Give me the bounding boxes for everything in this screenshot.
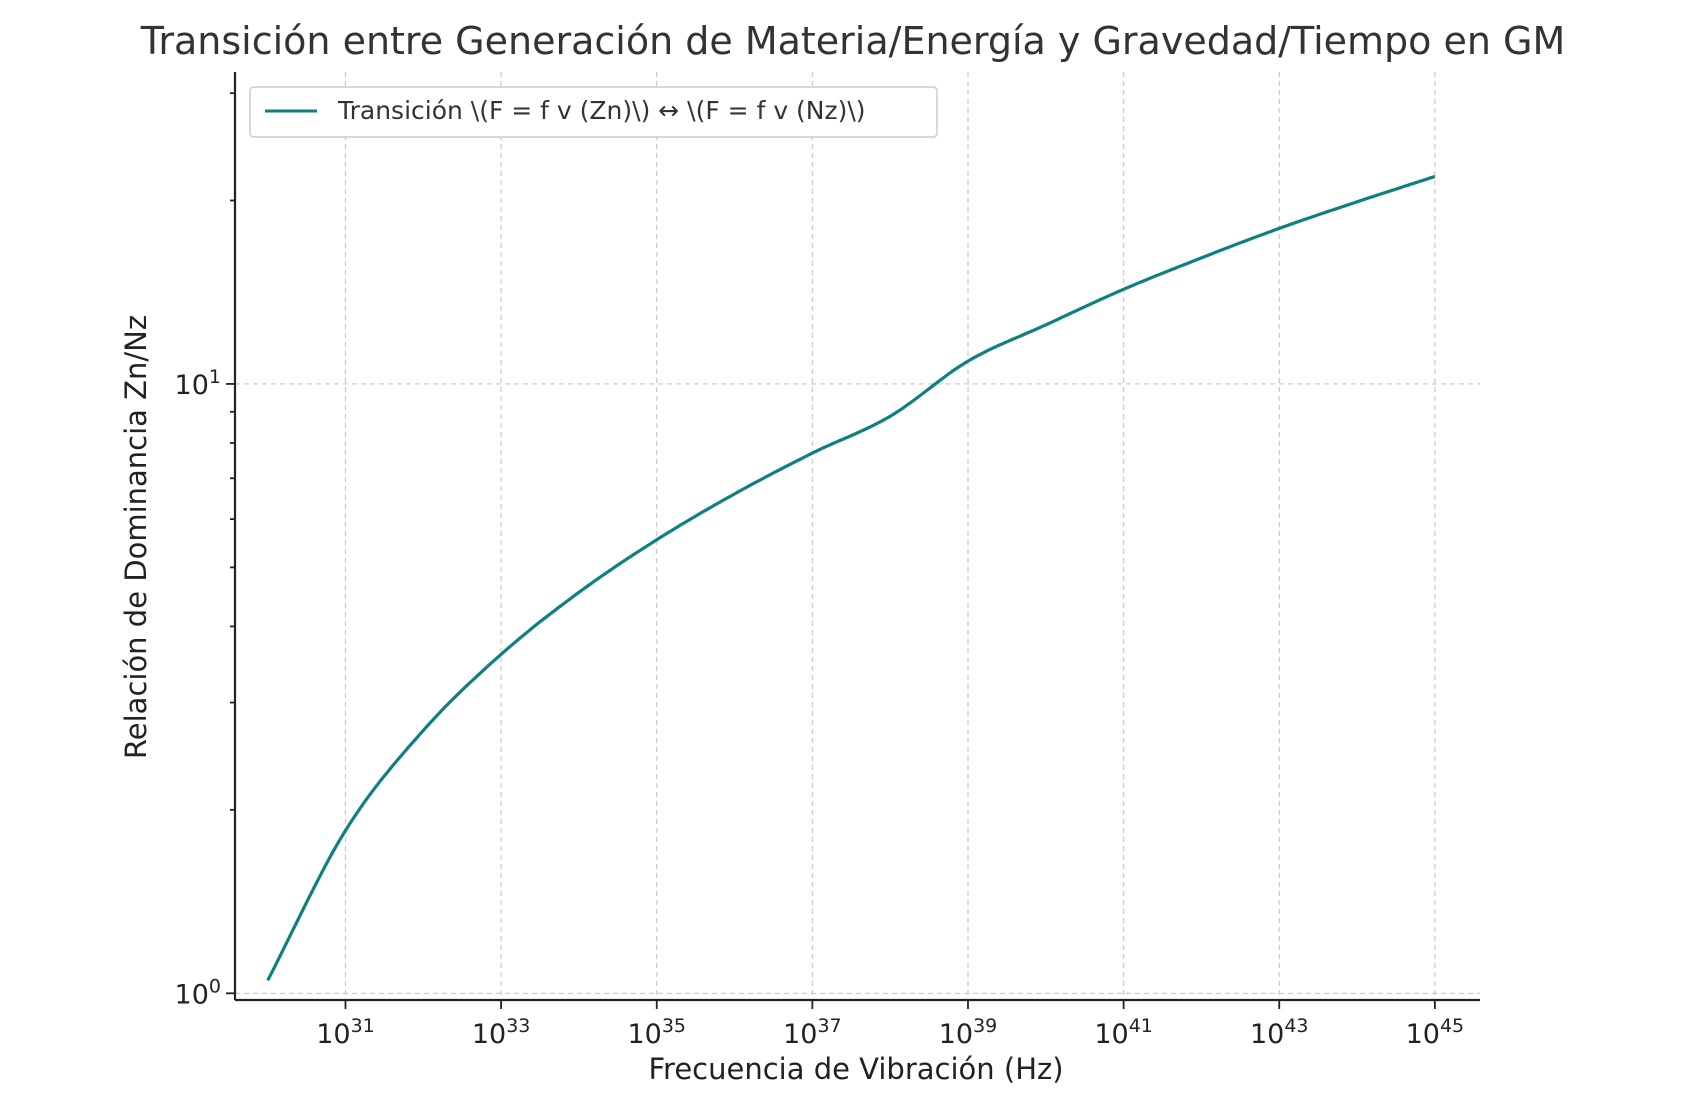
series-line bbox=[266, 174, 1436, 982]
x-tick-label-base: 10 bbox=[472, 1019, 506, 1050]
x-tick-label: 1037 bbox=[783, 1015, 842, 1050]
x-tick-label-base: 10 bbox=[1094, 1019, 1128, 1050]
x-tick-label-base: 10 bbox=[1250, 1019, 1284, 1050]
chart-title: Transición entre Generación de Materia/E… bbox=[140, 19, 1566, 63]
legend-label: Transición \(F = f v (Zn)\) ↔ \(F = f v … bbox=[337, 96, 866, 125]
y-tick-label-exponent: 1 bbox=[209, 366, 221, 388]
x-tick-label-base: 10 bbox=[316, 1019, 350, 1050]
x-tick-label-base: 10 bbox=[939, 1019, 973, 1050]
x-tick-label-exponent: 45 bbox=[1440, 1015, 1464, 1037]
x-tick-label-exponent: 35 bbox=[662, 1015, 686, 1037]
y-tick-label: 101 bbox=[175, 366, 221, 401]
legend: Transición \(F = f v (Zn)\) ↔ \(F = f v … bbox=[249, 86, 938, 138]
y-tick-label-base: 10 bbox=[175, 979, 209, 1010]
x-tick-label-base: 10 bbox=[627, 1019, 661, 1050]
x-tick-label-exponent: 37 bbox=[817, 1015, 841, 1037]
axes bbox=[233, 72, 1480, 1002]
y-tick-label-exponent: 0 bbox=[209, 975, 221, 997]
x-axis-ticks: 1031 1033 1035 1037 1039 1041 1043 1045 bbox=[316, 1000, 1464, 1050]
x-tick-label: 1039 bbox=[939, 1015, 998, 1050]
x-axis-label: Frecuencia de Vibración (Hz) bbox=[648, 1052, 1063, 1086]
series-lines bbox=[266, 174, 1436, 982]
x-tick-label: 1041 bbox=[1094, 1015, 1153, 1050]
y-axis-label: Relación de Dominancia Zn/Nz bbox=[119, 315, 153, 759]
x-tick-label: 1045 bbox=[1406, 1015, 1465, 1050]
x-tick-label: 1033 bbox=[472, 1015, 531, 1050]
legend-box bbox=[249, 86, 938, 138]
x-tick-label-base: 10 bbox=[783, 1019, 817, 1050]
x-tick-label-exponent: 43 bbox=[1284, 1015, 1308, 1037]
x-tick-label-exponent: 33 bbox=[506, 1015, 530, 1037]
x-tick-label: 1043 bbox=[1250, 1015, 1309, 1050]
y-tick-label-base: 10 bbox=[175, 370, 209, 401]
x-tick-label-exponent: 39 bbox=[973, 1015, 997, 1037]
x-tick-label: 1035 bbox=[627, 1015, 686, 1050]
y-tick-label: 100 bbox=[175, 975, 221, 1010]
x-tick-label: 1031 bbox=[316, 1015, 375, 1050]
grid bbox=[235, 72, 1480, 1000]
x-tick-label-base: 10 bbox=[1406, 1019, 1440, 1050]
x-tick-label-exponent: 31 bbox=[351, 1015, 375, 1037]
x-tick-label-exponent: 41 bbox=[1129, 1015, 1153, 1037]
